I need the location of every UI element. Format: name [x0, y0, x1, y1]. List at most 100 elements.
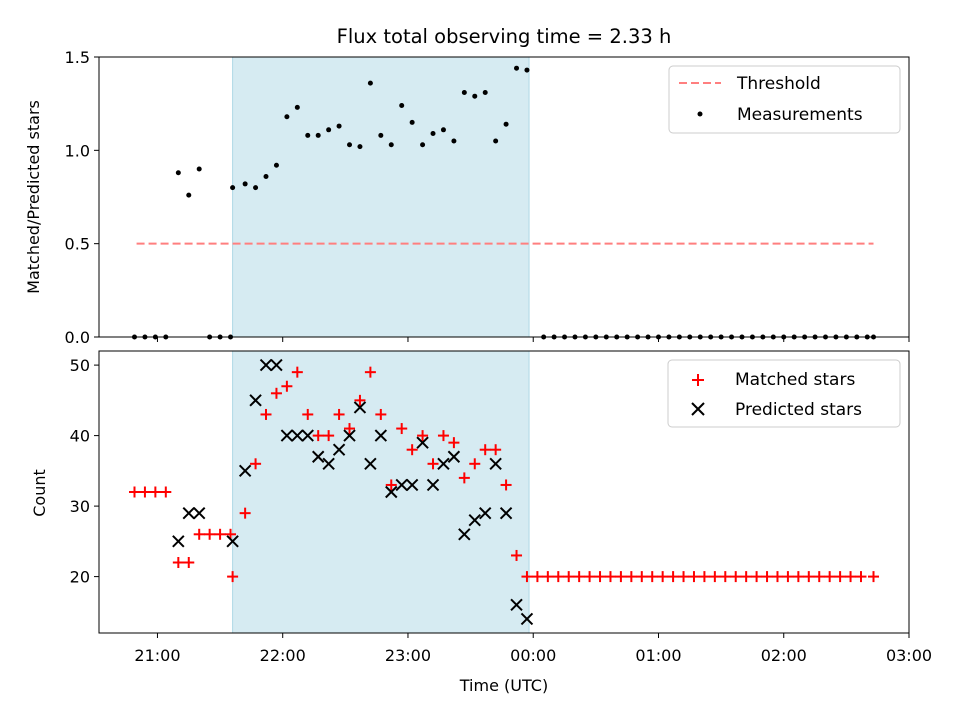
- matched-star-point: [406, 444, 418, 456]
- matched-star-point: [193, 528, 205, 540]
- measurement-point: [284, 114, 290, 120]
- legend-measurements-swatch: [697, 111, 703, 117]
- matched-star-point: [740, 571, 752, 583]
- measurement-point: [294, 104, 300, 110]
- measurement-point: [315, 132, 321, 138]
- bottom-legend-box: [667, 359, 901, 428]
- matched-star-point: [128, 486, 140, 498]
- matched-star-point: [183, 557, 195, 568]
- x-tick-label: 00:00: [510, 646, 556, 665]
- matched-star-point: [834, 571, 846, 583]
- matched-star-point: [227, 571, 239, 583]
- matched-star-point: [625, 571, 637, 583]
- matched-star-point: [824, 571, 836, 583]
- matched-star-point: [868, 571, 880, 583]
- predicted-star-point: [172, 535, 185, 548]
- matched-star-point: [479, 444, 491, 456]
- legend-predicted-swatch: [691, 402, 705, 416]
- matched-star-point: [709, 571, 721, 583]
- predicted-star-point: [385, 485, 398, 499]
- matched-star-point: [657, 571, 669, 583]
- measurement-point: [420, 142, 426, 148]
- predicted-star-point: [353, 401, 367, 414]
- matched-star-point: [761, 571, 773, 583]
- matched-star-point: [333, 408, 345, 420]
- matched-star-point: [573, 571, 585, 583]
- top-y-axis-label: Matched/Predicted stars: [24, 100, 43, 294]
- legend-matched-label: Matched stars: [735, 370, 855, 390]
- matched-star-point: [751, 571, 763, 583]
- bottom-y-tick-label: 20: [70, 568, 90, 587]
- top-panel: 0.0 0.5 1.0 1.5 Flux total observing time =…: [24, 25, 910, 347]
- predicted-star-point: [395, 478, 408, 492]
- measurement-point: [230, 185, 236, 191]
- predicted-star-point: [479, 506, 492, 520]
- predicted-star-point: [426, 478, 440, 492]
- measurement-point: [503, 121, 509, 127]
- predicted-star-point: [192, 506, 206, 520]
- matched-star-point: [490, 444, 502, 456]
- matched-star-point: [448, 437, 460, 449]
- observing-window-shade-bottom: [232, 350, 530, 634]
- predicted-star-point: [458, 528, 471, 541]
- measurement-point: [347, 142, 353, 148]
- bottom-y-tick-label: 30: [70, 497, 90, 516]
- matched-star-point: [803, 571, 815, 583]
- matched-star-point: [698, 571, 710, 583]
- bottom-panel: 20 30 40 50 21:00 22:00 23:00 00:00 01:00 02:00 0…: [30, 350, 932, 695]
- top-legend: Threshold Measurements: [668, 65, 901, 134]
- x-tick-label: 02:00: [761, 646, 807, 665]
- measurement-point: [493, 138, 499, 144]
- matched-star-point: [149, 486, 161, 498]
- matched-star-point: [563, 571, 575, 583]
- predicted-star-point: [343, 429, 356, 442]
- matched-star-point: [594, 571, 606, 583]
- matched-star-point: [270, 387, 282, 399]
- matched-star-point: [782, 571, 794, 583]
- measurement-point: [461, 89, 467, 95]
- matched-star-point: [678, 571, 690, 583]
- predicted-star-point: [249, 394, 262, 407]
- measurement-point: [430, 131, 436, 137]
- x-tick-label: 21:00: [134, 646, 180, 665]
- predicted-star-point: [332, 443, 346, 456]
- measurement-point: [440, 127, 446, 133]
- predicted-star-point: [520, 612, 534, 626]
- matched-star-point: [500, 479, 512, 491]
- measurement-point: [305, 132, 311, 138]
- matched-star-point: [172, 557, 184, 568]
- predicted-star-point: [182, 506, 195, 520]
- x-tick-label: 03:00: [886, 646, 932, 665]
- predicted-star-point: [280, 429, 294, 442]
- legend-threshold-label: Threshold: [736, 74, 821, 94]
- predicted-star-point: [499, 506, 513, 520]
- measurement-point: [242, 181, 248, 187]
- observing-window-shade-top: [232, 56, 530, 338]
- measurement-point: [186, 192, 192, 198]
- predicted-star-point: [468, 513, 481, 527]
- matched-star-point: [302, 408, 314, 420]
- matched-star-point: [417, 430, 429, 442]
- measurement-point: [336, 123, 342, 129]
- x-tick-label: 22:00: [260, 646, 306, 665]
- top-y-tick-label: 0.0: [65, 328, 90, 347]
- top-axes-frame: [98, 56, 910, 338]
- top-y-tick-label: 0.5: [65, 235, 90, 254]
- matched-star-point: [646, 571, 658, 583]
- bottom-y-tick-label: 40: [70, 427, 90, 446]
- matched-star-point: [354, 394, 366, 406]
- x-axis-label: Time (UTC): [459, 676, 548, 695]
- matched-star-point: [396, 423, 408, 435]
- measurement-point: [326, 127, 332, 133]
- measurement-point: [524, 67, 530, 73]
- matched-star-point: [771, 571, 783, 583]
- matched-star-point: [375, 408, 387, 420]
- matched-star-point: [364, 366, 376, 378]
- matched-star-point: [552, 571, 564, 583]
- predicted-star-point: [364, 457, 377, 471]
- matched-star-point: [385, 479, 397, 491]
- predicted-star-point: [259, 358, 273, 372]
- matched-star-point: [260, 408, 272, 420]
- matched-star-point: [792, 571, 804, 583]
